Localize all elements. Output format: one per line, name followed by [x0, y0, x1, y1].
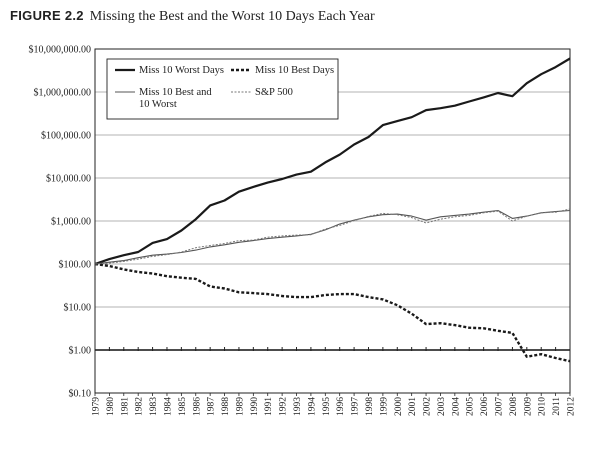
- x-tick-label: 1989: [235, 397, 245, 416]
- legend-label-3: Miss 10 Best and 10 Worst: [139, 87, 212, 110]
- x-tick-label: 1991: [264, 397, 274, 416]
- y-tick-label: $100,000.00: [41, 131, 91, 142]
- x-tick-label: 2000: [394, 397, 404, 416]
- figure-title: FIGURE 2.2 Missing the Best and the Worst…: [10, 8, 375, 25]
- series-line-3: [94, 209, 571, 265]
- series-line-4: [94, 208, 571, 265]
- figure-label: FIGURE 2.2: [10, 8, 84, 23]
- x-tick-label: 2012: [567, 397, 577, 416]
- x-tick-label: 1986: [192, 397, 202, 416]
- series-line-2: [94, 262, 571, 363]
- x-tick-label: 1995: [322, 397, 332, 416]
- y-tick-label: $1.00: [69, 346, 92, 357]
- x-tick-label: 1992: [279, 397, 289, 416]
- y-tick-label: $1,000.00: [51, 217, 91, 228]
- legend-label-1: Miss 10 Worst Days: [139, 65, 224, 76]
- x-tick-label: 1982: [135, 397, 145, 416]
- x-tick-label: 2002: [423, 397, 433, 416]
- x-tick-label: 1987: [207, 397, 217, 416]
- x-tick-label: 2003: [437, 397, 447, 416]
- x-tick-label: 2010: [538, 397, 548, 416]
- y-tick-label: $0.10: [69, 389, 92, 400]
- x-tick-label: 1994: [307, 397, 317, 416]
- x-tick-label: 1980: [106, 397, 116, 416]
- x-tick-label: 1990: [250, 397, 260, 416]
- x-tick-label: 1985: [178, 397, 188, 416]
- figure-title-text: Missing the Best and the Worst 10 Days E…: [89, 9, 375, 24]
- x-tick-label: 1996: [336, 397, 346, 416]
- x-tick-label: 1999: [379, 397, 389, 416]
- x-tick-label: 1998: [365, 397, 375, 416]
- y-tick-label: $10.00: [64, 303, 92, 314]
- x-tick-label: 2008: [509, 397, 519, 416]
- x-tick-label: 2004: [451, 397, 461, 416]
- x-tick-label: 2011: [552, 397, 562, 416]
- plot-frame: [94, 48, 571, 394]
- legend-label-4: S&P 500: [255, 87, 293, 98]
- x-tick-label: 2009: [523, 397, 533, 416]
- x-tick-label: 2007: [495, 397, 505, 416]
- y-tick-label: $100.00: [59, 260, 92, 271]
- x-tick-label: 2006: [480, 397, 490, 416]
- x-tick-label: 1984: [163, 397, 173, 416]
- legend-label-2: Miss 10 Best Days: [255, 65, 334, 76]
- y-tick-label: $10,000.00: [46, 174, 91, 185]
- y-tick-label: $10,000,000.00: [29, 45, 92, 56]
- x-tick-label: 1997: [351, 397, 361, 416]
- x-tick-label: 1979: [92, 397, 102, 416]
- x-tick-label: 1981: [120, 397, 130, 416]
- series-line-1: [94, 57, 571, 266]
- x-tick-label: 2001: [408, 397, 418, 416]
- x-tick-label: 1993: [293, 397, 303, 416]
- x-tick-label: 2005: [466, 397, 476, 416]
- y-tick-label: $1,000,000.00: [34, 88, 92, 99]
- x-tick-label: 1988: [221, 397, 231, 416]
- legend-box: [106, 58, 339, 120]
- x-tick-label: 1983: [149, 397, 159, 416]
